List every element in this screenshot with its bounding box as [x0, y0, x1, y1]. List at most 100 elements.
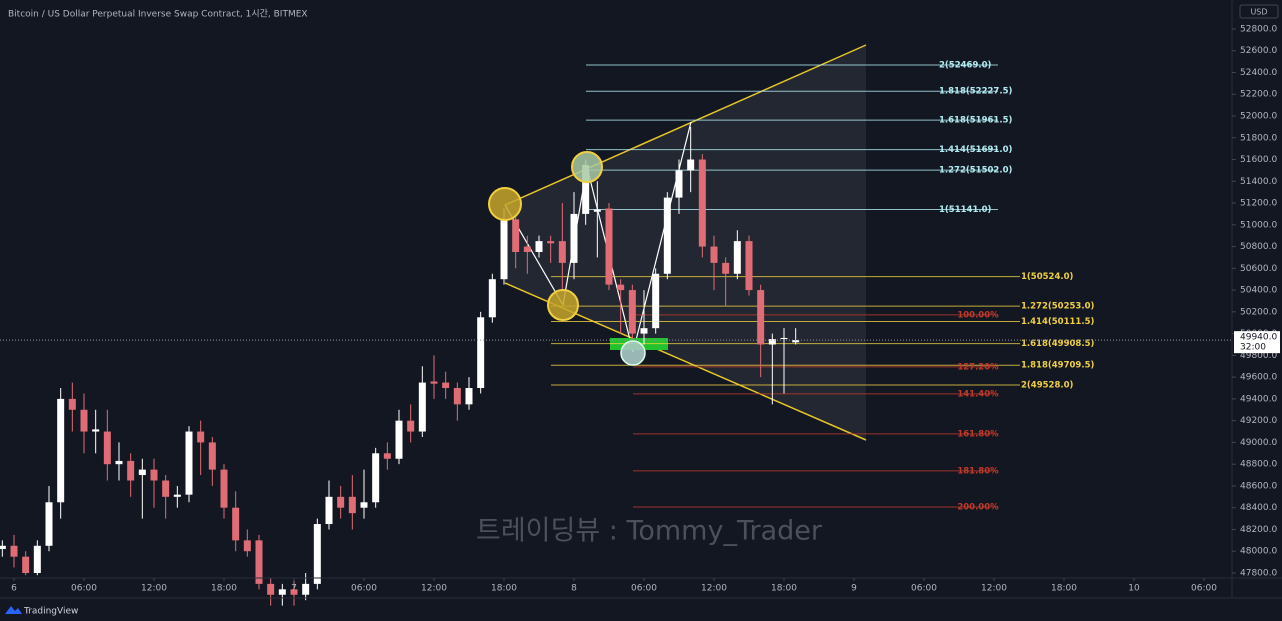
candle-body	[768, 339, 776, 345]
fib-label: 181.80%	[957, 466, 999, 476]
candle-body	[407, 420, 415, 432]
candle-body	[92, 429, 100, 432]
x-tick-label: 7	[291, 584, 297, 594]
candle-body	[220, 469, 228, 508]
y-tick-label: 51000.0	[1240, 220, 1277, 230]
candle-body	[208, 442, 216, 470]
watermark: 트레이딩뷰 : Tommy_Trader	[476, 516, 823, 547]
candle-body	[628, 290, 636, 334]
currency: USD	[1250, 8, 1267, 17]
candle-body	[162, 480, 170, 497]
candle-body	[383, 453, 391, 459]
candle-body	[488, 279, 496, 318]
y-tick-label: 51400.0	[1240, 177, 1277, 187]
y-tick-label: 52800.0	[1240, 24, 1277, 34]
x-tick-label: 10	[1128, 584, 1140, 594]
fib-label: 1.818(49709.5)	[1021, 361, 1094, 371]
candle-body	[313, 524, 321, 584]
y-tick-label: 50600.0	[1240, 264, 1277, 274]
fib-label: 141.40%	[957, 389, 999, 399]
fib-label: 1.272(51502.0)	[939, 166, 1012, 176]
x-tick-label: 18:00	[1051, 584, 1077, 594]
x-tick-label: 06:00	[1191, 584, 1217, 594]
fib-label: 127.20%	[957, 362, 999, 372]
fib-label: 1.618(51961.5)	[939, 116, 1012, 126]
candle-body	[547, 241, 555, 244]
fib-label: 1.818(52227.5)	[939, 87, 1012, 97]
x-tick-label: 18:00	[211, 584, 237, 594]
candle-body	[197, 431, 205, 443]
candle-body	[442, 382, 450, 389]
x-tick-label: 06:00	[631, 584, 657, 594]
brand: TradingView	[23, 607, 78, 617]
candle-body	[10, 545, 18, 557]
candle-body	[325, 496, 333, 525]
candle-body	[80, 409, 88, 432]
candle-body	[792, 340, 800, 343]
fib-label: 1.414(51691.0)	[939, 145, 1012, 155]
candle-body	[453, 388, 461, 405]
candle-body	[33, 545, 41, 573]
fib-label: 200.00%	[957, 502, 999, 512]
candle-body	[372, 453, 380, 503]
fib-label: 1(51141.0)	[939, 205, 992, 215]
y-tick-label: 52200.0	[1240, 90, 1277, 100]
candle-body	[477, 317, 485, 389]
x-tick-label: 06:00	[71, 584, 97, 594]
x-tick-label: 9	[851, 584, 857, 594]
candle-body	[127, 460, 135, 481]
candle-body	[570, 213, 578, 263]
candle-body	[232, 507, 240, 541]
candle-body	[0, 545, 6, 550]
candle-body	[710, 246, 718, 263]
x-tick-label: 8	[571, 584, 577, 594]
y-tick-label: 49000.0	[1240, 438, 1277, 448]
candle-body	[593, 209, 601, 212]
candle-body	[582, 164, 590, 214]
pivot-marker	[571, 151, 603, 183]
y-tick-label: 48600.0	[1240, 481, 1277, 491]
y-tick-label: 52400.0	[1240, 68, 1277, 78]
last-price-label: 49940.0	[1240, 333, 1277, 343]
fib-label: 1.272(50253.0)	[1021, 302, 1094, 312]
pivot-marker	[620, 340, 646, 366]
y-tick-label: 51800.0	[1240, 133, 1277, 143]
candle-body	[185, 431, 193, 495]
currency-box	[1239, 4, 1279, 19]
fib-label: 2(49528.0)	[1021, 380, 1074, 390]
candle-body	[745, 241, 753, 291]
candle-body	[348, 496, 356, 514]
y-tick-label: 48000.0	[1240, 547, 1277, 557]
y-tick-label: 50800.0	[1240, 242, 1277, 252]
fib-label: 1.414(50111.5)	[1021, 317, 1094, 327]
fib-label: 161.80%	[957, 429, 999, 439]
y-tick-label: 49600.0	[1240, 373, 1277, 383]
y-tick-label: 48400.0	[1240, 503, 1277, 513]
candle-body	[22, 556, 30, 573]
candle-body	[640, 328, 648, 334]
fib-label: 100.00%	[957, 310, 999, 320]
candle-body	[255, 540, 263, 584]
candle-body	[652, 273, 660, 329]
candle-body	[780, 337, 788, 340]
fib-label: 1.618(49908.5)	[1021, 339, 1094, 349]
y-tick-label: 52600.0	[1240, 46, 1277, 56]
y-tick-label: 49800.0	[1240, 351, 1277, 361]
x-tick-label: 18:00	[771, 584, 797, 594]
pivot-marker	[547, 289, 579, 321]
y-tick-label: 51200.0	[1240, 199, 1277, 209]
markers	[488, 151, 646, 366]
candle-body	[523, 246, 531, 253]
candle-body	[302, 583, 310, 595]
candle-body	[115, 460, 123, 465]
x-tick-label: 12:00	[701, 584, 727, 594]
y-tick-label: 48800.0	[1240, 460, 1277, 470]
candle-body	[535, 241, 543, 253]
candle-body	[243, 540, 251, 552]
y-tick-label: 49400.0	[1240, 394, 1277, 404]
fib-label: 1(50524.0)	[1021, 272, 1074, 282]
candle-body	[500, 219, 508, 280]
candle-body	[675, 170, 683, 198]
x-tick-label: 6	[11, 584, 17, 594]
